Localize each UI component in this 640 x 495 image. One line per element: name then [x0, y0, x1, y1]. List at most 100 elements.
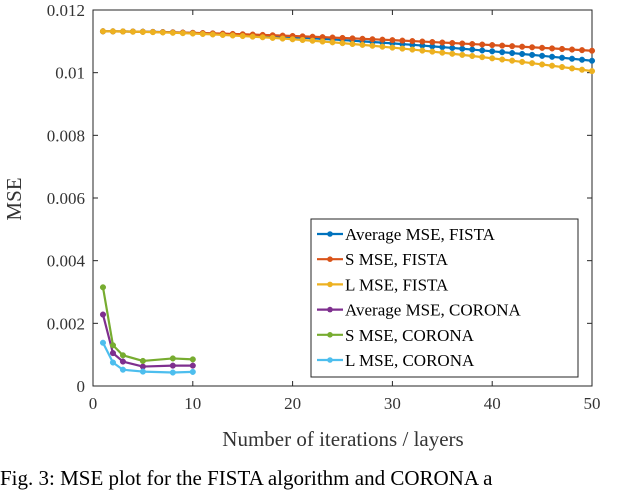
- legend-item-s-mse-corona: S MSE, CORONA: [317, 326, 475, 345]
- data-point: [549, 45, 556, 52]
- legend-item-average-mse-fista: Average MSE, FISTA: [317, 225, 496, 244]
- data-point: [539, 61, 546, 68]
- x-tick-label: 50: [584, 394, 601, 413]
- data-point: [189, 368, 196, 375]
- legend-label: L MSE, FISTA: [345, 275, 449, 294]
- data-point: [119, 366, 126, 373]
- data-point: [239, 32, 246, 40]
- data-point: [489, 42, 496, 49]
- data-point: [209, 31, 216, 38]
- data-point: [249, 33, 256, 40]
- data-point: [119, 28, 126, 35]
- data-point: [169, 362, 176, 369]
- data-point: [139, 357, 146, 364]
- data-point: [369, 42, 376, 49]
- data-point: [539, 52, 546, 59]
- legend-marker: [327, 306, 333, 313]
- series-s-mse-corona: [99, 284, 196, 364]
- y-axis-ticks: 0 0.002 0.004 0.006 0.008 0.01 0.012: [47, 1, 592, 396]
- y-tick-label: 0.004: [47, 252, 86, 271]
- data-point: [199, 30, 206, 38]
- data-point: [459, 40, 466, 47]
- legend: Average MSE, FISTA S MSE, FISTA L MSE, FIS…: [310, 218, 579, 378]
- x-tick-label: 0: [89, 394, 98, 413]
- data-point: [379, 36, 386, 43]
- data-point: [139, 368, 146, 375]
- data-point: [469, 41, 476, 48]
- data-point: [479, 41, 486, 48]
- data-point: [449, 50, 456, 57]
- data-point: [119, 358, 126, 365]
- data-point: [549, 53, 556, 60]
- series-line: [101, 287, 193, 363]
- data-point: [409, 38, 416, 45]
- data-point: [109, 342, 117, 349]
- data-point: [109, 28, 117, 35]
- data-point: [329, 39, 336, 46]
- data-point: [409, 46, 416, 53]
- x-tick-label: 10: [184, 394, 201, 413]
- data-point: [359, 35, 366, 42]
- data-point: [529, 60, 536, 67]
- legend-marker: [327, 281, 333, 288]
- legend-label: Average MSE, FISTA: [345, 225, 496, 244]
- data-point: [509, 50, 516, 57]
- data-point: [529, 44, 536, 51]
- data-point: [459, 51, 466, 58]
- data-point: [159, 29, 166, 36]
- legend-label: Average MSE, CORONA: [345, 301, 522, 320]
- data-point: [588, 47, 596, 54]
- y-tick-label: 0.008: [47, 126, 85, 145]
- data-point: [419, 38, 426, 45]
- data-point: [289, 36, 296, 43]
- data-point: [499, 49, 506, 56]
- data-point: [339, 40, 346, 47]
- data-point: [119, 352, 126, 359]
- data-point: [319, 38, 326, 45]
- data-point: [519, 50, 526, 58]
- data-point: [559, 63, 566, 71]
- series-l-mse-corona: [99, 339, 196, 376]
- x-tick-label: 30: [384, 394, 401, 413]
- series-line: [101, 342, 193, 374]
- data-point: [588, 57, 596, 64]
- data-point: [529, 51, 536, 58]
- data-point: [568, 46, 576, 53]
- plot-series: [99, 28, 596, 376]
- data-point: [369, 36, 376, 43]
- legend-label: S MSE, CORONA: [345, 326, 475, 345]
- data-point: [429, 48, 436, 55]
- data-point: [219, 31, 226, 38]
- data-point: [99, 284, 107, 291]
- data-point: [109, 350, 117, 357]
- data-point: [568, 55, 576, 62]
- data-point: [399, 45, 406, 52]
- data-point: [99, 311, 107, 318]
- data-point: [519, 58, 526, 65]
- data-point: [578, 66, 586, 73]
- legend-box: [310, 218, 579, 378]
- data-point: [179, 30, 186, 37]
- data-point: [578, 47, 586, 54]
- legend-item-l-mse-fista: L MSE, FISTA: [317, 275, 449, 294]
- x-tick-label: 40: [484, 394, 501, 413]
- x-axis-ticks: 0 10 20 30 40 50: [89, 10, 601, 413]
- y-tick-label: 0.01: [55, 64, 85, 83]
- data-point: [189, 30, 196, 37]
- x-tick-label: 20: [284, 394, 301, 413]
- data-point: [499, 42, 506, 49]
- data-point: [349, 40, 356, 48]
- data-point: [578, 56, 586, 63]
- data-point: [189, 356, 196, 363]
- data-point: [139, 28, 146, 35]
- data-point: [588, 68, 596, 75]
- legend-item-average-mse-corona: Average MSE, CORONA: [317, 301, 522, 320]
- data-point: [279, 35, 286, 42]
- data-point: [499, 56, 506, 63]
- data-point: [379, 43, 386, 50]
- data-point: [539, 44, 546, 51]
- data-point: [479, 54, 486, 61]
- data-point: [519, 43, 526, 50]
- legend-marker: [327, 231, 333, 237]
- data-point: [489, 55, 496, 62]
